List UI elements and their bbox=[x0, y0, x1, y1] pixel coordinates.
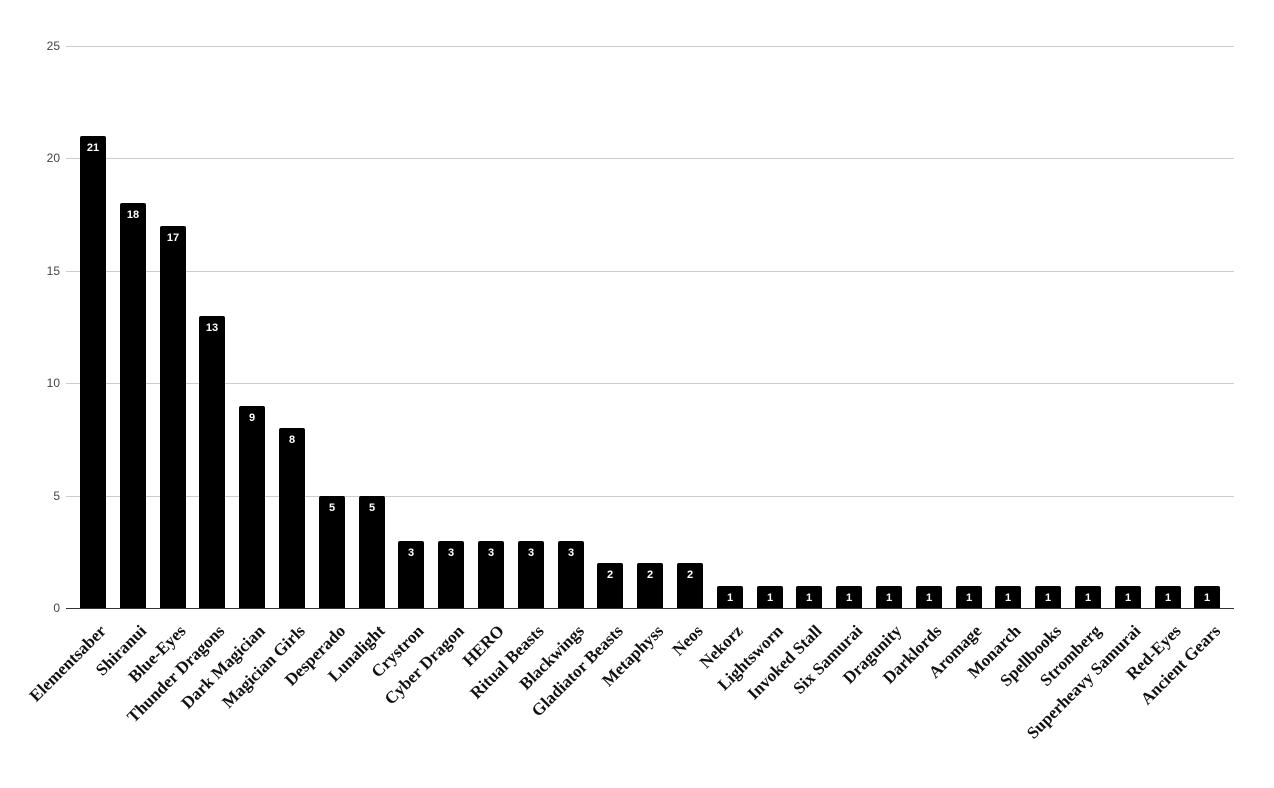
y-tick-label: 25 bbox=[46, 39, 60, 53]
y-tick-label: 10 bbox=[46, 376, 60, 390]
bar-value-label: 3 bbox=[567, 547, 575, 559]
bar: 17 bbox=[160, 226, 186, 608]
bar: 9 bbox=[239, 406, 265, 608]
gridline bbox=[66, 271, 1234, 272]
bar-value-label: 1 bbox=[845, 592, 853, 604]
gridline bbox=[66, 46, 1234, 47]
gridline bbox=[66, 383, 1234, 384]
gridline bbox=[66, 158, 1234, 159]
bar: 1 bbox=[1115, 586, 1141, 608]
bar: 1 bbox=[916, 586, 942, 608]
bar-value-label: 1 bbox=[1124, 592, 1132, 604]
bar-value-label: 1 bbox=[766, 592, 774, 604]
bar: 1 bbox=[717, 586, 743, 608]
bar-value-label: 18 bbox=[126, 209, 140, 221]
bar: 1 bbox=[995, 586, 1021, 608]
bar-value-label: 1 bbox=[1164, 592, 1172, 604]
bar: 2 bbox=[637, 563, 663, 608]
bar-value-label: 17 bbox=[166, 232, 180, 244]
bar-value-label: 1 bbox=[726, 592, 734, 604]
bar-value-label: 1 bbox=[885, 592, 893, 604]
bar: 1 bbox=[1035, 586, 1061, 608]
bar: 13 bbox=[199, 316, 225, 608]
bar: 1 bbox=[876, 586, 902, 608]
y-tick-label: 0 bbox=[53, 601, 60, 615]
bar-value-label: 3 bbox=[407, 547, 415, 559]
bar-value-label: 1 bbox=[925, 592, 933, 604]
bar: 8 bbox=[279, 428, 305, 608]
bar: 3 bbox=[398, 541, 424, 608]
bar: 1 bbox=[836, 586, 862, 608]
bar-value-label: 13 bbox=[205, 322, 219, 334]
gridline bbox=[66, 496, 1234, 497]
bar: 1 bbox=[757, 586, 783, 608]
bar-value-label: 21 bbox=[86, 142, 100, 154]
y-tick-label: 5 bbox=[53, 489, 60, 503]
y-tick-label: 20 bbox=[46, 151, 60, 165]
bar: 1 bbox=[1075, 586, 1101, 608]
bar-value-label: 3 bbox=[487, 547, 495, 559]
bar: 1 bbox=[1155, 586, 1181, 608]
bar-value-label: 5 bbox=[368, 502, 376, 514]
bar-value-label: 1 bbox=[965, 592, 973, 604]
bar-value-label: 1 bbox=[805, 592, 813, 604]
bar-value-label: 5 bbox=[328, 502, 336, 514]
bar: 5 bbox=[359, 496, 385, 608]
bar: 5 bbox=[319, 496, 345, 608]
bar-value-label: 8 bbox=[288, 434, 296, 446]
bar-value-label: 1 bbox=[1203, 592, 1211, 604]
bar-value-label: 1 bbox=[1084, 592, 1092, 604]
bar: 3 bbox=[558, 541, 584, 608]
bar-value-label: 1 bbox=[1004, 592, 1012, 604]
bar: 18 bbox=[120, 203, 146, 608]
bar-value-label: 9 bbox=[248, 412, 256, 424]
bar: 1 bbox=[956, 586, 982, 608]
bar: 3 bbox=[518, 541, 544, 608]
bar-value-label: 3 bbox=[447, 547, 455, 559]
y-tick-label: 15 bbox=[46, 264, 60, 278]
bar-value-label: 2 bbox=[606, 569, 614, 581]
bar: 2 bbox=[597, 563, 623, 608]
bar-value-label: 1 bbox=[1044, 592, 1052, 604]
bar: 2 bbox=[677, 563, 703, 608]
bar: 21 bbox=[80, 136, 106, 608]
bar: 1 bbox=[796, 586, 822, 608]
bar-value-label: 2 bbox=[646, 569, 654, 581]
bar-value-label: 2 bbox=[686, 569, 694, 581]
bar: 3 bbox=[478, 541, 504, 608]
bar: 3 bbox=[438, 541, 464, 608]
x-axis-baseline bbox=[66, 608, 1234, 609]
bar-value-label: 3 bbox=[527, 547, 535, 559]
bar: 1 bbox=[1194, 586, 1220, 608]
